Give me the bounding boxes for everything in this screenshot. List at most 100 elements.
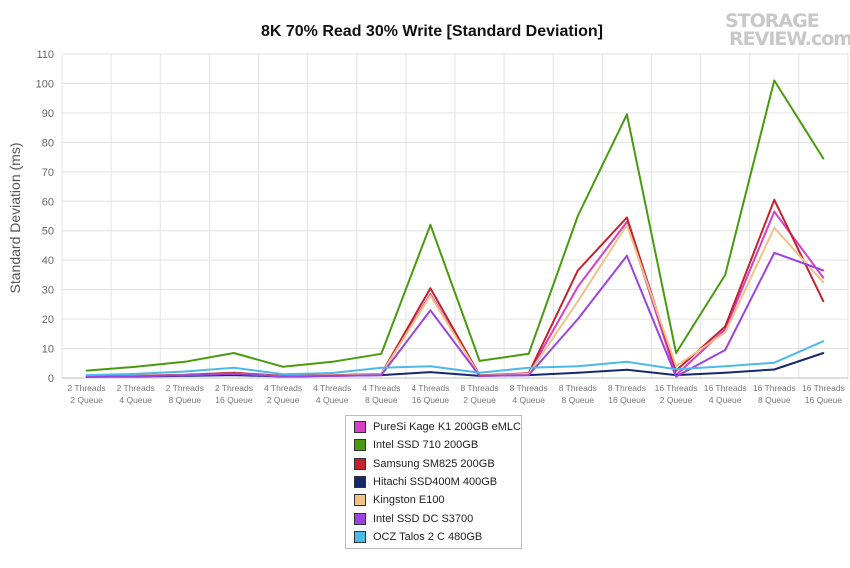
chart-title: 8K 70% Read 30% Write [Standard Deviatio… [261, 23, 603, 40]
data-point [576, 371, 579, 374]
x-tick-label: 4 Queue [709, 395, 742, 405]
data-point [626, 368, 628, 371]
data-point [233, 366, 235, 369]
data-point [429, 371, 432, 374]
x-tick-label: 8 Threads [608, 383, 646, 393]
data-point [429, 223, 432, 226]
y-tick-label: 40 [42, 255, 54, 267]
data-point [675, 375, 677, 378]
data-point [233, 372, 235, 375]
legend-item: Hitachi SSD400M 400GB [346, 473, 521, 491]
data-point [773, 210, 776, 213]
x-axis-ticks: 2 Threads 2 Queue 2 Threads 4 Queue 2 Thread… [68, 383, 845, 405]
x-tick-label: 16 Threads [655, 383, 698, 393]
data-point [134, 372, 137, 375]
x-tick-label: 8 Queue [758, 395, 791, 405]
legend-item: Kingston E100 [346, 491, 521, 509]
data-point [380, 352, 383, 355]
data-point [478, 371, 481, 374]
y-tick-label: 90 [42, 108, 54, 120]
legend-label: Kingston E100 [373, 494, 445, 507]
data-point [724, 349, 727, 351]
data-point [822, 157, 825, 160]
series-line [86, 251, 824, 378]
logo-line-1: STORAGE [725, 10, 819, 32]
data-point [773, 368, 776, 371]
x-tick-label: 4 Threads [362, 383, 400, 393]
data-point [331, 372, 334, 374]
logo-line-2: REVIEW.com [729, 28, 850, 50]
data-point [822, 300, 825, 303]
series-line [86, 79, 825, 372]
y-tick-label: 110 [36, 49, 54, 61]
x-tick-label: 4 Threads [313, 383, 351, 393]
legend-swatch [354, 439, 366, 452]
x-tick-label: 2 Threads [215, 383, 253, 393]
data-point [626, 223, 628, 226]
legend-label: Samsung SM825 200GB [373, 457, 495, 470]
data-point [85, 375, 88, 378]
legend-label: Intel SSD 710 200GB [373, 439, 479, 452]
legend: PureSi Kage K1 200GB eMLC Intel SSD 710 2… [345, 415, 522, 550]
legend-item: OCZ Talos 2 C 480GB [346, 528, 521, 546]
x-tick-label: 16 Threads [753, 383, 796, 393]
x-tick-label: 4 Queue [512, 395, 545, 405]
legend-swatch [354, 476, 366, 489]
x-tick-label: 8 Threads [559, 383, 597, 393]
x-tick-label: 16 Queue [412, 395, 450, 405]
data-point [527, 374, 530, 376]
x-tick-label: 16 Queue [608, 395, 646, 405]
data-point [576, 318, 579, 320]
data-point [675, 352, 677, 354]
x-tick-label: 8 Queue [562, 395, 595, 405]
x-tick-label: 2 Threads [117, 383, 155, 393]
data-point [576, 285, 579, 288]
x-tick-label: 8 Queue [365, 395, 398, 405]
x-tick-label: 2 Queue [660, 395, 693, 405]
legend-swatch [354, 512, 366, 525]
data-point [675, 365, 677, 368]
y-tick-label: 0 [48, 373, 54, 385]
y-tick-label: 30 [42, 285, 54, 297]
legend-label: OCZ Talos 2 C 480GB [373, 530, 483, 543]
series-2 [85, 79, 825, 372]
data-point [576, 365, 579, 368]
x-tick-label: 16 Queue [215, 395, 253, 405]
x-tick-label: 16 Threads [802, 383, 845, 393]
series-7 [85, 340, 825, 377]
x-tick-label: 4 Queue [316, 395, 349, 405]
data-point [478, 375, 481, 377]
plot-grid [61, 53, 849, 379]
data-point [724, 365, 727, 368]
data-point [85, 369, 88, 372]
series-lines [85, 79, 825, 378]
legend-label: Intel SSD DC S3700 [373, 512, 474, 525]
x-tick-label: 16 Threads [704, 383, 747, 393]
data-point [773, 361, 776, 364]
data-point [429, 365, 432, 368]
data-point [773, 251, 776, 254]
x-tick-label: 16 Queue [805, 395, 843, 405]
data-point [675, 368, 677, 371]
data-point [429, 293, 432, 295]
data-point [626, 360, 628, 363]
legend-label: PureSi Kage K1 200GB eMLC [373, 421, 521, 434]
data-point [233, 352, 235, 354]
data-point [331, 360, 334, 363]
data-point [724, 274, 727, 276]
data-point [576, 300, 579, 303]
legend-item: Intel SSD DC S3700 [346, 509, 521, 527]
data-point [282, 373, 284, 376]
data-point [626, 113, 628, 116]
data-point [576, 269, 579, 272]
data-point [626, 216, 628, 219]
series-line [86, 340, 824, 377]
data-point [478, 360, 481, 362]
y-tick-label: 50 [42, 226, 54, 238]
series-line [86, 352, 824, 378]
y-tick-label: 20 [42, 314, 54, 326]
x-tick-label: 2 Queue [267, 395, 300, 405]
data-point [134, 365, 137, 368]
x-tick-label: 8 Threads [510, 383, 548, 393]
